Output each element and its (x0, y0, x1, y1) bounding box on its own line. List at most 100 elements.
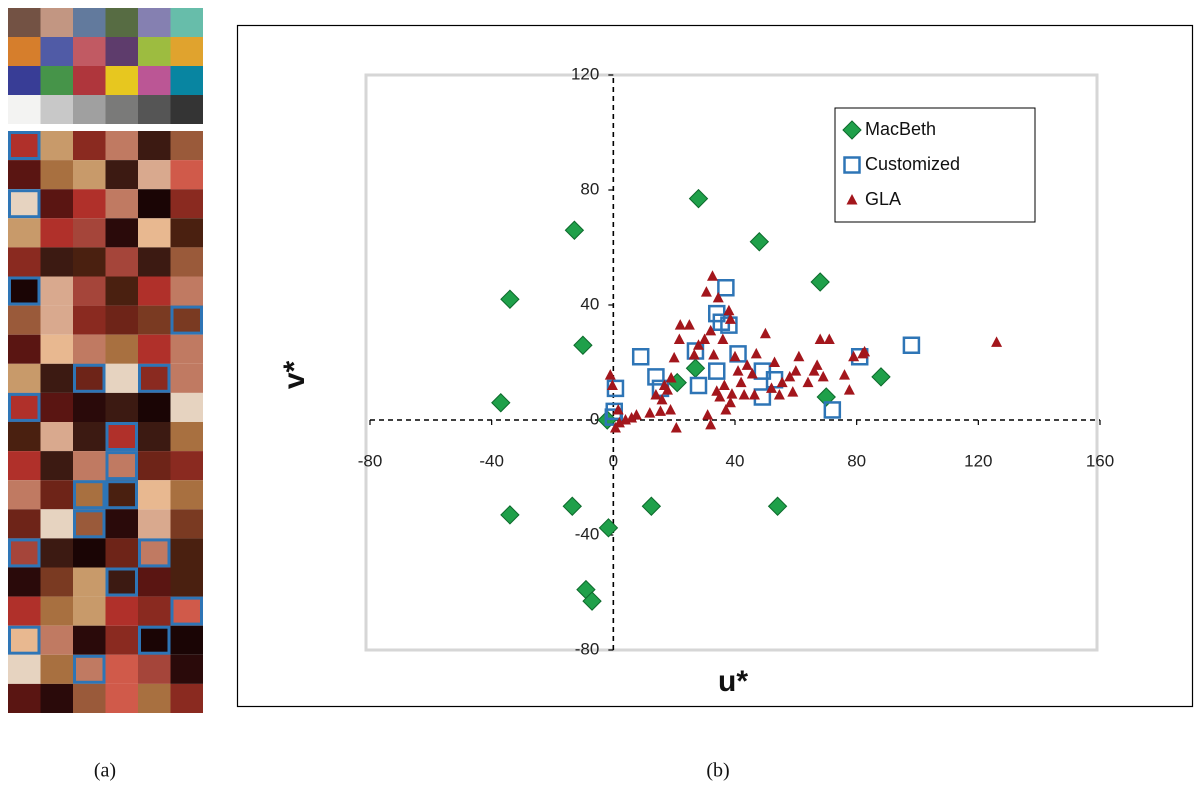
swatch (40, 334, 73, 364)
swatch (40, 8, 73, 37)
point-gla (665, 403, 677, 415)
point-gla (668, 351, 680, 363)
swatch (8, 509, 41, 539)
swatch (105, 276, 138, 306)
legend-label: Customized (865, 154, 960, 174)
point-macbeth (582, 591, 602, 611)
legend (834, 107, 1036, 223)
swatch (170, 218, 203, 248)
swatch (105, 509, 138, 539)
swatch (138, 160, 171, 190)
swatch (40, 37, 73, 66)
point-gla (724, 396, 736, 408)
point-gla (839, 369, 850, 380)
swatch (138, 305, 171, 335)
x-axis-title: u* (718, 665, 748, 698)
swatch (8, 131, 41, 161)
legend-marker (842, 120, 862, 140)
point-macbeth (749, 232, 770, 252)
swatch-outline (105, 567, 138, 597)
swatch-outline (170, 305, 203, 335)
point-gla (688, 349, 700, 360)
swatch (170, 538, 203, 568)
point-gla (654, 405, 666, 416)
point-gla (790, 365, 802, 376)
swatch (105, 654, 138, 684)
swatch (170, 160, 203, 190)
swatch (170, 596, 203, 626)
point-gla (735, 376, 747, 388)
swatch (8, 95, 41, 124)
legend-label: MacBeth (865, 119, 936, 139)
swatch (138, 66, 171, 95)
point-gla (784, 370, 796, 382)
swatch (73, 654, 106, 684)
swatch (40, 160, 73, 190)
swatch (138, 363, 171, 393)
point-gla (787, 386, 799, 397)
swatch (73, 480, 106, 510)
point-gla (712, 291, 724, 303)
swatch (8, 66, 41, 95)
swatch (73, 451, 106, 481)
point-macbeth (767, 496, 788, 516)
point-gla (670, 422, 682, 433)
swatch (73, 160, 106, 190)
swatch (138, 334, 171, 364)
swatch (8, 654, 41, 684)
swatch (138, 392, 171, 422)
swatch (40, 189, 73, 219)
swatch (8, 596, 41, 626)
swatch (138, 131, 171, 161)
caption: (b) (706, 760, 729, 782)
y-tick-label: 120 (571, 64, 599, 83)
point-gla (683, 319, 695, 330)
swatch (73, 276, 106, 306)
x-tick-label: 0 (609, 451, 618, 470)
swatch-outline (73, 480, 106, 510)
point-macbeth (641, 496, 662, 516)
point-gla (702, 409, 714, 420)
swatch (138, 37, 171, 66)
swatch (138, 683, 171, 713)
swatch (105, 451, 138, 481)
swatch (40, 683, 73, 713)
chart-frame (236, 24, 1194, 708)
swatch (8, 480, 41, 510)
y-tick-label: 40 (580, 294, 599, 313)
swatch (40, 218, 73, 248)
swatch (40, 567, 73, 597)
point-gla (604, 369, 616, 380)
color-swatches (8, 8, 203, 713)
swatch (105, 538, 138, 568)
point-gla (811, 359, 823, 370)
swatch (73, 66, 106, 95)
point-gla (848, 350, 860, 362)
point-gla (726, 388, 738, 399)
swatch-outline (73, 363, 106, 393)
point-gla (776, 376, 788, 388)
swatch (138, 538, 171, 568)
point-gla (808, 365, 820, 376)
swatch-outline (8, 538, 41, 568)
swatch (138, 654, 171, 684)
point-gla (705, 324, 717, 336)
point-gla (665, 372, 677, 383)
swatch (105, 131, 138, 161)
swatch-outline (73, 509, 106, 539)
swatch (105, 189, 138, 219)
point-gla (708, 349, 720, 360)
point-macbeth (598, 518, 619, 538)
x-tick-label: -40 (479, 451, 504, 470)
swatch (170, 305, 203, 335)
swatch (40, 654, 73, 684)
swatch (73, 509, 106, 539)
swatch (105, 596, 138, 626)
swatch (73, 567, 106, 597)
point-macbeth (564, 220, 585, 240)
swatch (105, 66, 138, 95)
caption: (a) (94, 760, 116, 782)
y-axis-title: v* (278, 360, 311, 389)
swatch (105, 392, 138, 422)
swatch (138, 509, 171, 539)
